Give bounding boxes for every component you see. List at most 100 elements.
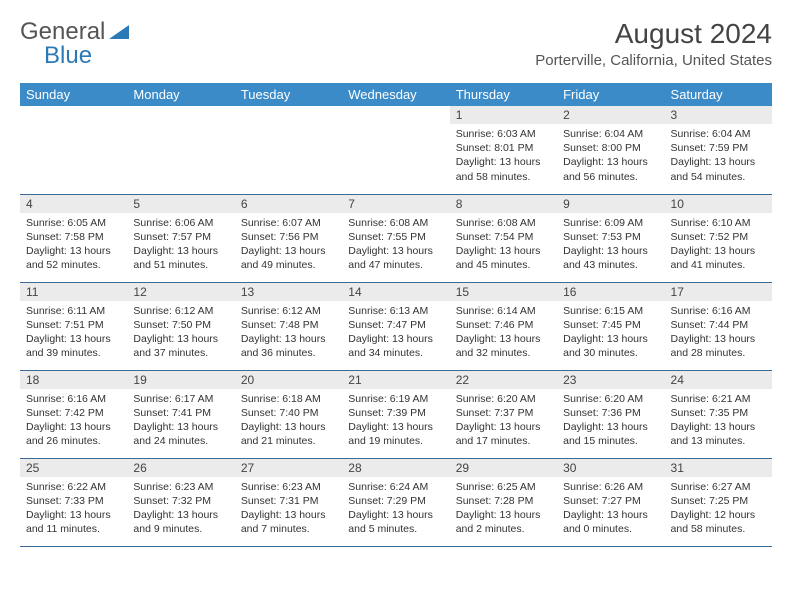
day-number: 12	[127, 283, 234, 301]
calendar-cell: 14Sunrise: 6:13 AMSunset: 7:47 PMDayligh…	[342, 282, 449, 370]
day-number: 22	[450, 371, 557, 389]
day-number: 27	[235, 459, 342, 477]
calendar-cell: 22Sunrise: 6:20 AMSunset: 7:37 PMDayligh…	[450, 370, 557, 458]
day-details: Sunrise: 6:05 AMSunset: 7:58 PMDaylight:…	[20, 213, 127, 277]
day-number: 29	[450, 459, 557, 477]
day-number: 17	[665, 283, 772, 301]
calendar-cell: 9Sunrise: 6:09 AMSunset: 7:53 PMDaylight…	[557, 194, 664, 282]
calendar-cell: 31Sunrise: 6:27 AMSunset: 7:25 PMDayligh…	[665, 458, 772, 546]
day-number: 28	[342, 459, 449, 477]
day-number: 24	[665, 371, 772, 389]
brand-triangle-icon	[109, 23, 131, 41]
day-number: 23	[557, 371, 664, 389]
location-text: Porterville, California, United States	[535, 52, 772, 69]
day-number: 2	[557, 106, 664, 124]
day-details: Sunrise: 6:04 AMSunset: 8:00 PMDaylight:…	[557, 124, 664, 188]
calendar-cell: 18Sunrise: 6:16 AMSunset: 7:42 PMDayligh…	[20, 370, 127, 458]
day-details: Sunrise: 6:04 AMSunset: 7:59 PMDaylight:…	[665, 124, 772, 188]
weekday-header: Wednesday	[342, 83, 449, 106]
day-details: Sunrise: 6:12 AMSunset: 7:48 PMDaylight:…	[235, 301, 342, 365]
day-number: 10	[665, 195, 772, 213]
day-details: Sunrise: 6:27 AMSunset: 7:25 PMDaylight:…	[665, 477, 772, 541]
day-details: Sunrise: 6:15 AMSunset: 7:45 PMDaylight:…	[557, 301, 664, 365]
weekday-header: Friday	[557, 83, 664, 106]
weekday-header: Thursday	[450, 83, 557, 106]
day-details: Sunrise: 6:14 AMSunset: 7:46 PMDaylight:…	[450, 301, 557, 365]
calendar-header-row: SundayMondayTuesdayWednesdayThursdayFrid…	[20, 83, 772, 106]
day-details: Sunrise: 6:06 AMSunset: 7:57 PMDaylight:…	[127, 213, 234, 277]
day-details: Sunrise: 6:19 AMSunset: 7:39 PMDaylight:…	[342, 389, 449, 453]
calendar-cell: 26Sunrise: 6:23 AMSunset: 7:32 PMDayligh…	[127, 458, 234, 546]
day-number: 7	[342, 195, 449, 213]
day-number: 18	[20, 371, 127, 389]
calendar-cell: 17Sunrise: 6:16 AMSunset: 7:44 PMDayligh…	[665, 282, 772, 370]
day-details: Sunrise: 6:18 AMSunset: 7:40 PMDaylight:…	[235, 389, 342, 453]
day-number: 15	[450, 283, 557, 301]
day-number: 11	[20, 283, 127, 301]
day-details: Sunrise: 6:10 AMSunset: 7:52 PMDaylight:…	[665, 213, 772, 277]
calendar-cell: 28Sunrise: 6:24 AMSunset: 7:29 PMDayligh…	[342, 458, 449, 546]
calendar-cell: 15Sunrise: 6:14 AMSunset: 7:46 PMDayligh…	[450, 282, 557, 370]
day-number: 8	[450, 195, 557, 213]
calendar-row: 4Sunrise: 6:05 AMSunset: 7:58 PMDaylight…	[20, 194, 772, 282]
calendar-cell: 13Sunrise: 6:12 AMSunset: 7:48 PMDayligh…	[235, 282, 342, 370]
day-details: Sunrise: 6:21 AMSunset: 7:35 PMDaylight:…	[665, 389, 772, 453]
calendar-cell: 6Sunrise: 6:07 AMSunset: 7:56 PMDaylight…	[235, 194, 342, 282]
calendar-cell: 11Sunrise: 6:11 AMSunset: 7:51 PMDayligh…	[20, 282, 127, 370]
day-details: Sunrise: 6:16 AMSunset: 7:42 PMDaylight:…	[20, 389, 127, 453]
day-details: Sunrise: 6:08 AMSunset: 7:54 PMDaylight:…	[450, 213, 557, 277]
brand-text-2: Blue	[44, 42, 92, 70]
calendar-cell: 29Sunrise: 6:25 AMSunset: 7:28 PMDayligh…	[450, 458, 557, 546]
day-number: 16	[557, 283, 664, 301]
title-block: August 2024 Porterville, California, Uni…	[535, 18, 772, 69]
calendar-cell: 7Sunrise: 6:08 AMSunset: 7:55 PMDaylight…	[342, 194, 449, 282]
day-number: 21	[342, 371, 449, 389]
day-details: Sunrise: 6:07 AMSunset: 7:56 PMDaylight:…	[235, 213, 342, 277]
day-details: Sunrise: 6:12 AMSunset: 7:50 PMDaylight:…	[127, 301, 234, 365]
day-details: Sunrise: 6:08 AMSunset: 7:55 PMDaylight:…	[342, 213, 449, 277]
day-number: 30	[557, 459, 664, 477]
header: General August 2024 Porterville, Califor…	[20, 18, 772, 69]
day-number: 1	[450, 106, 557, 124]
calendar-row: 11Sunrise: 6:11 AMSunset: 7:51 PMDayligh…	[20, 282, 772, 370]
day-number: 31	[665, 459, 772, 477]
day-number: 6	[235, 195, 342, 213]
calendar-cell: 8Sunrise: 6:08 AMSunset: 7:54 PMDaylight…	[450, 194, 557, 282]
day-details: Sunrise: 6:13 AMSunset: 7:47 PMDaylight:…	[342, 301, 449, 365]
calendar-cell: ..	[20, 106, 127, 194]
weekday-header: Tuesday	[235, 83, 342, 106]
weekday-header: Monday	[127, 83, 234, 106]
day-number: 20	[235, 371, 342, 389]
day-details: Sunrise: 6:20 AMSunset: 7:36 PMDaylight:…	[557, 389, 664, 453]
calendar-cell: ..	[342, 106, 449, 194]
calendar-cell: 25Sunrise: 6:22 AMSunset: 7:33 PMDayligh…	[20, 458, 127, 546]
day-details: Sunrise: 6:23 AMSunset: 7:31 PMDaylight:…	[235, 477, 342, 541]
day-details: Sunrise: 6:25 AMSunset: 7:28 PMDaylight:…	[450, 477, 557, 541]
day-details: Sunrise: 6:16 AMSunset: 7:44 PMDaylight:…	[665, 301, 772, 365]
day-details: Sunrise: 6:24 AMSunset: 7:29 PMDaylight:…	[342, 477, 449, 541]
day-number: 26	[127, 459, 234, 477]
calendar-cell: ..	[127, 106, 234, 194]
calendar-cell: 3Sunrise: 6:04 AMSunset: 7:59 PMDaylight…	[665, 106, 772, 194]
day-details: Sunrise: 6:11 AMSunset: 7:51 PMDaylight:…	[20, 301, 127, 365]
calendar-cell: 24Sunrise: 6:21 AMSunset: 7:35 PMDayligh…	[665, 370, 772, 458]
calendar-cell: 27Sunrise: 6:23 AMSunset: 7:31 PMDayligh…	[235, 458, 342, 546]
calendar-cell: 5Sunrise: 6:06 AMSunset: 7:57 PMDaylight…	[127, 194, 234, 282]
day-number: 19	[127, 371, 234, 389]
calendar-cell: 10Sunrise: 6:10 AMSunset: 7:52 PMDayligh…	[665, 194, 772, 282]
calendar-row: ........1Sunrise: 6:03 AMSunset: 8:01 PM…	[20, 106, 772, 194]
weekday-header: Saturday	[665, 83, 772, 106]
day-details: Sunrise: 6:03 AMSunset: 8:01 PMDaylight:…	[450, 124, 557, 188]
weekday-header: Sunday	[20, 83, 127, 106]
day-details: Sunrise: 6:17 AMSunset: 7:41 PMDaylight:…	[127, 389, 234, 453]
day-number: 3	[665, 106, 772, 124]
calendar-cell: 20Sunrise: 6:18 AMSunset: 7:40 PMDayligh…	[235, 370, 342, 458]
day-details: Sunrise: 6:22 AMSunset: 7:33 PMDaylight:…	[20, 477, 127, 541]
calendar-cell: 1Sunrise: 6:03 AMSunset: 8:01 PMDaylight…	[450, 106, 557, 194]
calendar-cell: 2Sunrise: 6:04 AMSunset: 8:00 PMDaylight…	[557, 106, 664, 194]
month-title: August 2024	[535, 18, 772, 50]
calendar-cell: 21Sunrise: 6:19 AMSunset: 7:39 PMDayligh…	[342, 370, 449, 458]
calendar-cell: ..	[235, 106, 342, 194]
day-number: 9	[557, 195, 664, 213]
calendar-cell: 16Sunrise: 6:15 AMSunset: 7:45 PMDayligh…	[557, 282, 664, 370]
